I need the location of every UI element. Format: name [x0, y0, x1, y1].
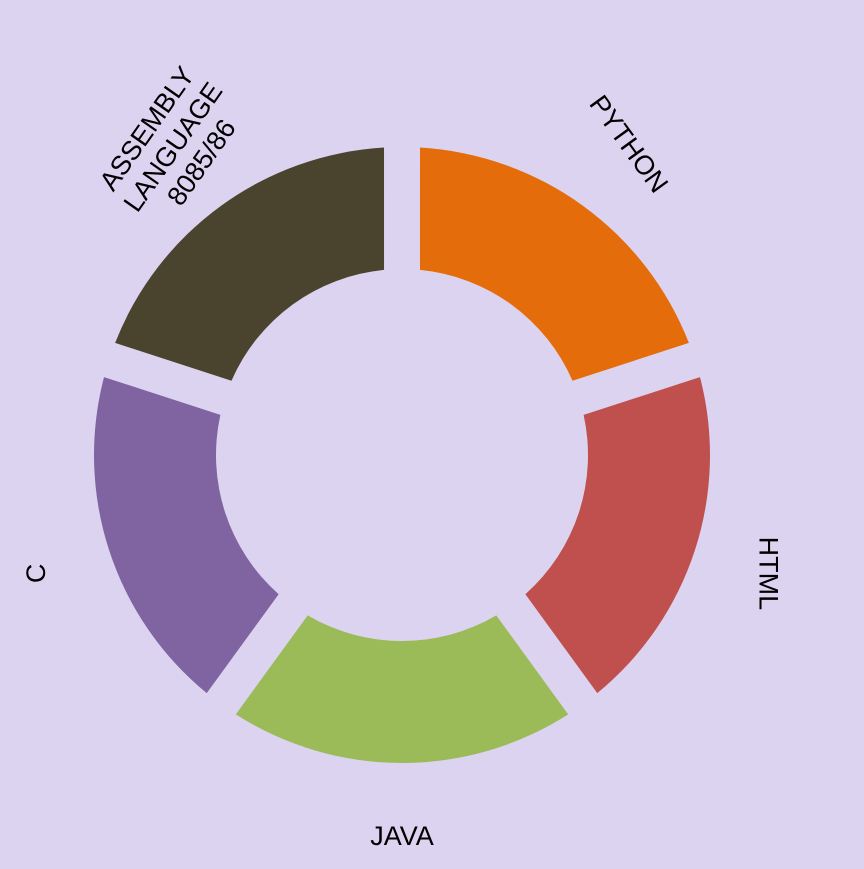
- segment-python-label-line: PYTHON: [583, 90, 673, 199]
- segment-c-shape: [94, 377, 279, 694]
- segment-c-label-line: C: [21, 564, 51, 584]
- segment-java-shape: [235, 615, 569, 764]
- segment-python: PYTHON: [419, 90, 689, 381]
- segment-c-label: C: [21, 564, 51, 584]
- segment-java-label: JAVA: [370, 821, 434, 851]
- segment-assembly-shape: [115, 147, 385, 381]
- segment-html-label-line: HTML: [753, 537, 783, 611]
- segment-java-label-line: JAVA: [370, 821, 434, 851]
- segment-python-shape: [419, 147, 689, 381]
- segment-html: HTML: [525, 377, 783, 694]
- segment-html-shape: [525, 377, 710, 694]
- segment-java: JAVA: [235, 615, 569, 851]
- segment-c: C: [21, 377, 279, 694]
- segment-python-label: PYTHON: [583, 90, 673, 199]
- segment-assembly: ASSEMBLY LANGUAGE 8085/86: [94, 61, 385, 381]
- segment-html-label: HTML: [753, 537, 783, 611]
